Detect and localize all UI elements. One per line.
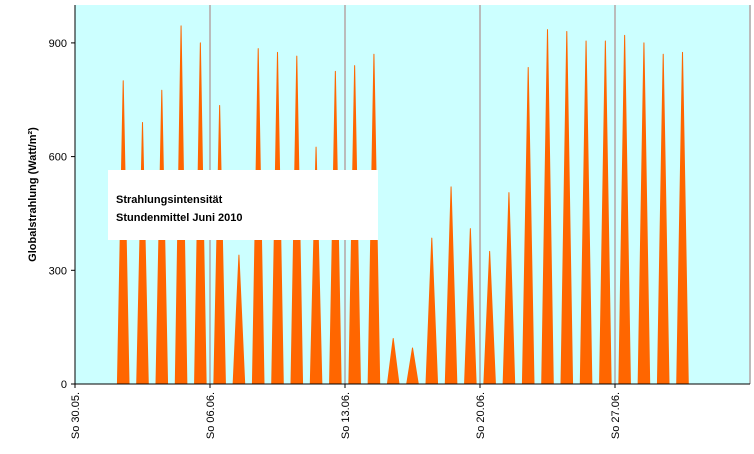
chart-title: Strahlungsintensität <box>116 194 223 206</box>
x-tick-label: So 27.06. <box>610 392 622 439</box>
y-tick-label: 600 <box>49 152 67 164</box>
x-tick-label: So 06.06. <box>205 392 217 439</box>
x-tick-label: So 13.06. <box>340 392 352 439</box>
x-tick-label: So 30.05. <box>70 392 82 439</box>
x-tick-label: So 20.06. <box>475 392 487 439</box>
chart-subtitle: Stundenmittel Juni 2010 <box>116 212 243 224</box>
y-tick-label: 300 <box>49 265 67 277</box>
y-tick-label: 0 <box>61 379 67 391</box>
title-box <box>108 170 378 240</box>
y-axis-label: Globalstrahlung (Watt/m²) <box>27 127 39 262</box>
y-tick-label: 900 <box>49 38 67 50</box>
